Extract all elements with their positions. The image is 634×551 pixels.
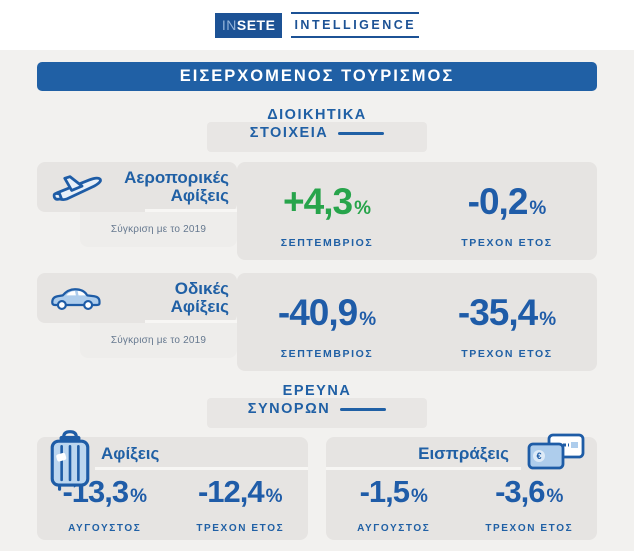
percent-sign: % xyxy=(411,486,428,507)
section-header-pill xyxy=(207,122,427,152)
air-arrivals-title: Αεροπορικές Αφίξεις xyxy=(105,169,229,205)
percent-sign: % xyxy=(546,486,564,507)
section-header-line1: ΔΙΟΙΚΗΤΙΚΑ xyxy=(267,107,367,123)
page-title-bar: ΕΙΣΕΡΧΟΜΕΝΟΣ ΤΟΥΡΙΣΜΟΣ xyxy=(37,62,597,91)
air-arrivals-title-line1: Αεροπορικές xyxy=(124,168,229,187)
car-icon xyxy=(51,288,101,311)
air-arrivals-left-block: Αεροπορικές Αφίξεις Σύγκριση με το 2019 xyxy=(37,162,237,247)
air-arrivals-panel: Αεροπορικές Αφίξεις xyxy=(37,162,237,212)
card-arrivals-title: Αφίξεις xyxy=(101,444,160,463)
percent-sign: % xyxy=(354,198,371,219)
air-arrivals-title-line2: Αφίξεις xyxy=(170,186,229,205)
metric-value: -0,2% xyxy=(417,182,597,229)
metric-number: -1,5 xyxy=(359,474,410,509)
logo-header: INSETE INTELLIGENCE xyxy=(0,0,634,50)
metric-value: -13,3% xyxy=(37,475,173,514)
card-arrivals: Αφίξεις -13,3% ΑΥΓΟΥΣΤΟΣ -12,4% ΤΡΕΧΟΝ Ε… xyxy=(37,430,309,540)
metric-arrivals-august: -13,3% ΑΥΓΟΥΣΤΟΣ xyxy=(37,475,173,535)
card-receipts: € Εισπράξεις -1,5% ΑΥΓΟΥΣΤΟΣ -3,6% ΤΡΕΧΟ… xyxy=(326,433,598,540)
metric-road-september: -40,9% ΣΕΠΤΕΜΒΡΙΟΣ xyxy=(237,293,417,371)
metric-label: ΤΡΕΧΟΝ ΕΤΟΣ xyxy=(485,523,574,534)
metric-value: -12,4% xyxy=(173,475,309,514)
row-air-arrivals: Αεροπορικές Αφίξεις Σύγκριση με το 2019 … xyxy=(37,162,597,260)
road-arrivals-comparison-note: Σύγκριση με το 2019 xyxy=(80,323,237,358)
metric-label: ΑΥΓΟΥΣΤΟΣ xyxy=(68,523,142,534)
card-receipts-title: Εισπράξεις xyxy=(418,444,509,463)
metric-number: -12,4 xyxy=(197,474,265,509)
road-arrivals-left-block: Οδικές Αφίξεις Σύγκριση με το 2019 xyxy=(37,273,237,358)
border-survey-cards: Αφίξεις -13,3% ΑΥΓΟΥΣΤΟΣ -12,4% ΤΡΕΧΟΝ Ε… xyxy=(37,430,598,540)
section-header-line1: ΕΡΕΥΝΑ xyxy=(282,383,352,399)
section-header-line2: ΣΤΟΙΧΕΙΑ xyxy=(207,125,427,141)
metric-value: -1,5% xyxy=(326,475,462,514)
air-arrivals-comparison-note: Σύγκριση με το 2019 xyxy=(80,212,237,247)
card-divider-line xyxy=(95,467,308,470)
metric-number: -35,4 xyxy=(457,292,538,333)
metric-air-september: +4,3% ΣΕΠΤΕΜΒΡΙΟΣ xyxy=(237,182,417,260)
insete-logo: INSETE INTELLIGENCE xyxy=(214,12,420,38)
road-arrivals-panel: Οδικές Αφίξεις xyxy=(37,273,237,323)
metric-label: ΤΡΕΧΟΝ ΕΤΟΣ xyxy=(461,348,553,360)
metric-value: -35,4% xyxy=(417,293,597,340)
metric-label: ΣΕΠΤΕΜΒΡΙΟΣ xyxy=(280,237,374,249)
section-header-dash xyxy=(340,407,387,411)
metric-number: -3,6 xyxy=(495,474,545,509)
section-header-pill xyxy=(207,398,427,428)
page-title: ΕΙΣΕΡΧΟΜΕΝΟΣ ΤΟΥΡΙΣΜΟΣ xyxy=(179,67,455,85)
metric-label: ΣΕΠΤΕΜΒΡΙΟΣ xyxy=(280,348,374,360)
section-header-border-survey: ΕΡΕΥΝΑ ΣΥΝΟΡΩΝ xyxy=(0,383,634,429)
section-header-line2-text: ΣΥΝΟΡΩΝ xyxy=(247,401,331,417)
logo-text-sete: SETE xyxy=(236,16,276,33)
section-header-dash xyxy=(338,131,385,135)
road-arrivals-title-line2: Αφίξεις xyxy=(170,297,229,316)
metric-road-current-year: -35,4% ΤΡΕΧΟΝ ΕΤΟΣ xyxy=(417,293,597,371)
percent-sign: % xyxy=(539,309,557,330)
metric-label: ΤΡΕΧΟΝ ΕΤΟΣ xyxy=(196,523,285,534)
section-header-inner: ΕΡΕΥΝΑ ΣΥΝΟΡΩΝ xyxy=(207,383,427,429)
percent-sign: % xyxy=(130,486,148,507)
svg-text:€: € xyxy=(536,451,541,461)
percent-sign: % xyxy=(265,486,283,507)
metric-arrivals-current-year: -12,4% ΤΡΕΧΟΝ ΕΤΟΣ xyxy=(173,475,309,535)
airplane-icon xyxy=(52,175,102,201)
air-arrivals-values-panel: +4,3% ΣΕΠΤΕΜΒΡΙΟΣ -0,2% ΤΡΕΧΟΝ ΕΤΟΣ xyxy=(237,162,597,260)
metric-air-current-year: -0,2% ΤΡΕΧΟΝ ΕΤΟΣ xyxy=(417,182,597,260)
metric-value: +4,3% xyxy=(237,182,417,229)
row-road-arrivals: Οδικές Αφίξεις Σύγκριση με το 2019 -40,9… xyxy=(37,273,597,371)
metric-receipts-august: -1,5% ΑΥΓΟΥΣΤΟΣ xyxy=(326,475,462,535)
section-header-line2-text: ΣΤΟΙΧΕΙΑ xyxy=(249,125,329,141)
metric-number: -0,2 xyxy=(467,181,529,222)
logo-wordmark: INTELLIGENCE xyxy=(291,12,420,38)
road-arrivals-title-line1: Οδικές xyxy=(174,279,229,298)
road-arrivals-values-panel: -40,9% ΣΕΠΤΕΜΒΡΙΟΣ -35,4% ΤΡΕΧΟΝ ΕΤΟΣ xyxy=(237,273,597,371)
metric-label: ΑΥΓΟΥΣΤΟΣ xyxy=(357,523,431,534)
panel-divider-line xyxy=(145,209,237,212)
card-receipts-metrics: -1,5% ΑΥΓΟΥΣΤΟΣ -3,6% ΤΡΕΧΟΝ ΕΤΟΣ xyxy=(326,475,598,535)
road-arrivals-title: Οδικές Αφίξεις xyxy=(103,280,229,316)
credit-cards-icon: € xyxy=(527,433,585,470)
suitcase-icon xyxy=(50,430,90,491)
content-area: ΕΙΣΕΡΧΟΜΕΝΟΣ ΤΟΥΡΙΣΜΟΣ ΔΙΟΙΚΗΤΙΚΑ ΣΤΟΙΧΕ… xyxy=(0,50,634,551)
metric-value: -3,6% xyxy=(462,475,598,514)
section-header-line2: ΣΥΝΟΡΩΝ xyxy=(207,401,427,417)
panel-divider-line xyxy=(145,320,237,323)
insete-logo-box: INSETE xyxy=(214,12,283,38)
metric-number: +4,3 xyxy=(283,181,353,222)
logo-text-in: IN xyxy=(221,16,237,33)
percent-sign: % xyxy=(529,198,547,219)
metric-value: -40,9% xyxy=(237,293,417,340)
section-header-inner: ΔΙΟΙΚΗΤΙΚΑ ΣΤΟΙΧΕΙΑ xyxy=(207,107,427,153)
card-arrivals-metrics: -13,3% ΑΥΓΟΥΣΤΟΣ -12,4% ΤΡΕΧΟΝ ΕΤΟΣ xyxy=(37,475,309,535)
metric-number: -40,9 xyxy=(277,292,358,333)
metric-label: ΤΡΕΧΟΝ ΕΤΟΣ xyxy=(461,237,553,249)
percent-sign: % xyxy=(359,309,377,330)
metric-receipts-current-year: -3,6% ΤΡΕΧΟΝ ΕΤΟΣ xyxy=(462,475,598,535)
card-divider-line xyxy=(326,467,521,470)
section-header-admin-data: ΔΙΟΙΚΗΤΙΚΑ ΣΤΟΙΧΕΙΑ xyxy=(0,107,634,153)
